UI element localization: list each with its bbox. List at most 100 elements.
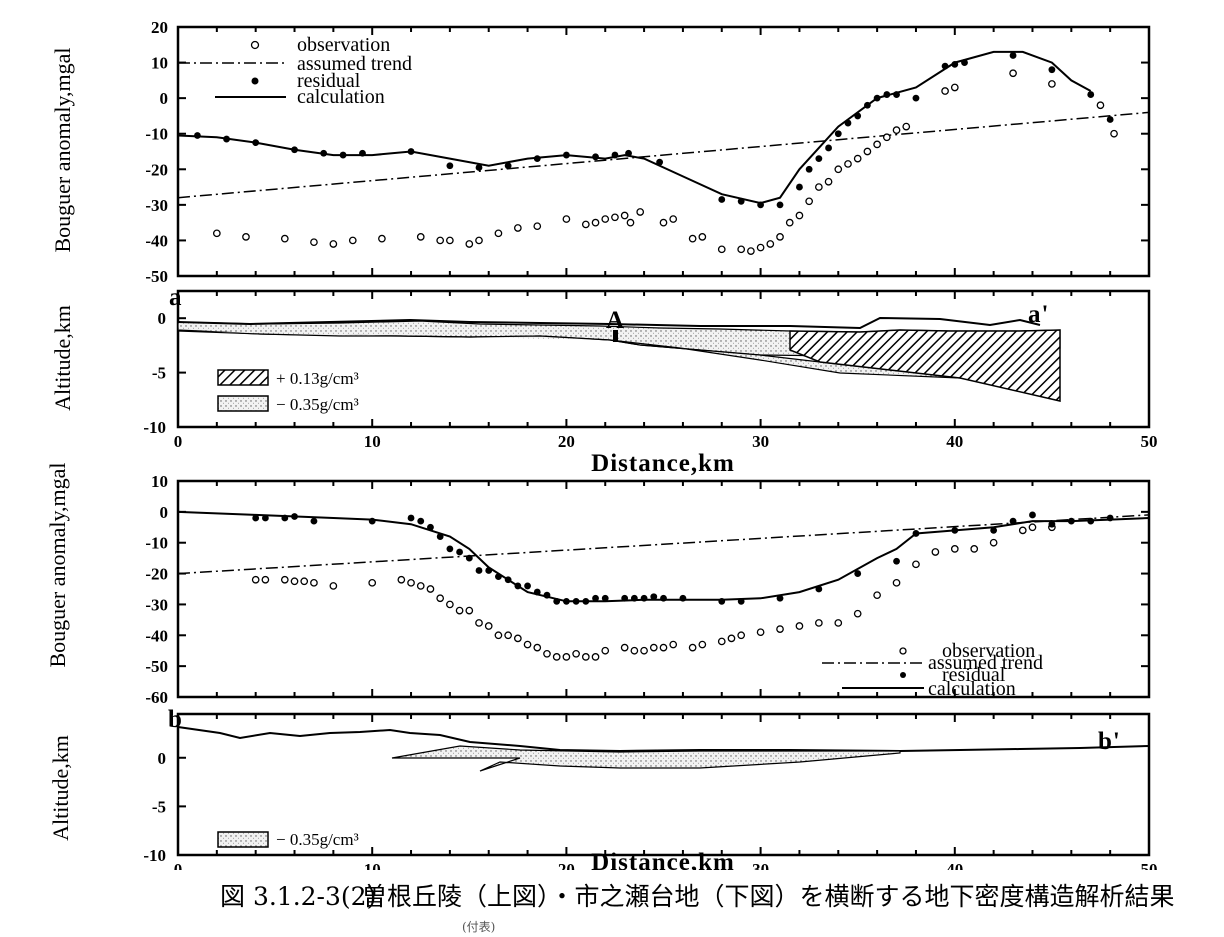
residual-point	[640, 594, 648, 602]
legend-residual-marker	[251, 77, 259, 85]
legend-light-label-b: − 0.35g/cm³	[276, 830, 359, 849]
residual-point	[417, 517, 425, 525]
residual-point	[475, 164, 483, 171]
residual-point	[660, 594, 667, 602]
distance-tick-label: 30	[752, 432, 769, 451]
distance-tick-label: 50	[1141, 432, 1158, 451]
observation-point	[581, 220, 590, 229]
site-label-a: A	[606, 307, 625, 334]
y-tick-label: 0	[160, 503, 169, 522]
residual-point	[194, 132, 201, 139]
residual-point	[854, 570, 862, 577]
y-tick-label: -20	[145, 160, 168, 179]
observation-point	[756, 628, 765, 637]
residual-point	[572, 597, 580, 605]
observation-point	[261, 575, 270, 584]
legend-residual-label: residual	[297, 70, 361, 92]
legend-b-trend-label: assumed trend	[928, 652, 1043, 674]
observation-point	[494, 229, 503, 238]
section-b-panel: 0 -5 -10 0 10 20 30 40 50 b b' − 0.35g/cm³ Altit…	[48, 706, 1158, 870]
observation-point	[698, 640, 707, 649]
observation-point	[513, 224, 522, 232]
observation-point	[581, 653, 590, 661]
distance-tick-label: 10	[364, 860, 381, 870]
y-tick-label: -20	[145, 565, 168, 584]
residual-point	[291, 513, 298, 520]
observation-point	[475, 236, 483, 245]
legend-top: observation assumed trend residual calcu…	[178, 34, 412, 108]
observation-point	[776, 625, 784, 633]
observation-point	[533, 643, 542, 652]
bouguer-chart-bottom: 10 0 -10 -20 -30 -40 -50 -60 Bouguer anomaly,mg…	[45, 462, 1151, 707]
residual-point	[951, 60, 959, 68]
observation-point	[1028, 523, 1037, 532]
residual-point	[504, 162, 512, 170]
observation-point	[669, 640, 678, 649]
residual-point	[252, 139, 260, 147]
observation-points-top	[212, 69, 1118, 255]
observation-point	[611, 213, 619, 222]
y-tick-label: -30	[145, 595, 168, 614]
residual-point	[436, 533, 444, 540]
observation-point	[465, 240, 474, 248]
observation-point	[242, 233, 250, 241]
residual-point	[582, 597, 590, 605]
y-axis-label-top: Bouguer anomaly,mgal	[50, 47, 75, 252]
observation-point	[636, 208, 645, 216]
residual-point	[407, 514, 415, 522]
residual-point	[864, 101, 871, 109]
section-a-ticks: 0 -5 -10 0 10 20 30 40 50	[143, 291, 1158, 451]
residual-point	[533, 155, 541, 163]
observation-point	[572, 649, 580, 658]
observation-point	[698, 233, 707, 241]
section-a-y-label: Altitude,km	[50, 305, 75, 411]
legend-b-residual-marker	[900, 672, 906, 678]
observation-point	[504, 631, 512, 640]
figure-caption-text: 曽根丘陵（上図）・市之瀬台地（下図）を横断する地下密度構造解析結果	[362, 882, 1175, 911]
observation-point	[562, 215, 571, 223]
low-density-body-b	[391, 745, 901, 772]
residual-point	[543, 591, 551, 599]
legend-b-residual-label: residual	[942, 664, 1006, 686]
residual-point	[776, 201, 784, 209]
legend-calculation-label: calculation	[297, 86, 385, 108]
distance-tick-label: 0	[174, 432, 183, 451]
observation-point	[970, 545, 979, 553]
residual-point	[1029, 511, 1036, 519]
residual-point	[1009, 517, 1017, 525]
chart-frame-bottom	[176, 479, 1151, 699]
residual-point	[815, 155, 823, 163]
y-tick-label: -40	[145, 626, 168, 645]
section-a-panel: 0 -5 -10 0 10 20 30 40 50 A a a' + 0.13g/cm³ − 0…	[50, 284, 1158, 477]
observation-point	[620, 643, 629, 652]
y-tick-label: 10	[151, 472, 168, 491]
residual-point	[621, 594, 629, 602]
residual-point	[630, 594, 638, 602]
residual-point	[281, 514, 289, 522]
legend-observation-label: observation	[297, 34, 390, 56]
observation-point	[310, 578, 318, 587]
residual-point	[339, 151, 347, 159]
residual-point	[873, 94, 881, 102]
residual-point	[757, 201, 764, 209]
distance-tick-label: 40	[946, 860, 963, 870]
observation-point	[446, 236, 454, 245]
y-tick-label: 10	[151, 54, 168, 73]
observation-point	[659, 643, 668, 652]
observation-point	[212, 229, 221, 238]
y-tick-label: -50	[145, 657, 168, 676]
residual-point	[1106, 514, 1114, 522]
calculation-line	[177, 50, 1092, 205]
observation-point	[640, 646, 648, 655]
observation-point	[882, 133, 891, 142]
section-b-frame	[176, 712, 1151, 857]
residual-point	[485, 567, 493, 574]
observation-point	[436, 594, 445, 603]
observation-point	[416, 233, 425, 241]
observation-point	[659, 218, 668, 227]
altitude-tick-label: -5	[152, 364, 166, 383]
observation-point	[407, 578, 415, 587]
residual-point	[990, 526, 998, 534]
observation-point	[892, 578, 901, 587]
